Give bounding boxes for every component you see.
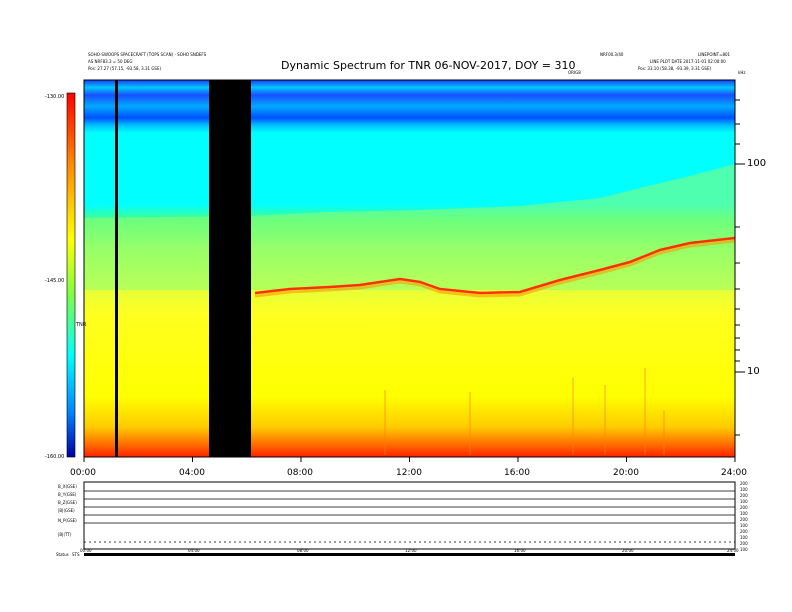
- header-right-line1: NRF00.3/40: [600, 52, 624, 57]
- header-right-line2: LINE PLOT DATE 2017-11-01 02:00:00: [650, 59, 726, 64]
- bp-label-1: B_Y(GSE): [58, 492, 77, 497]
- colorbar-tick-mid: -145.00: [45, 278, 65, 284]
- bp-rtick-9: 100: [740, 535, 748, 540]
- right-axis: [735, 99, 745, 436]
- bp-label-6: Status: [56, 552, 69, 557]
- bp-rtick-3: 100: [740, 499, 748, 504]
- bp-rtick-10: 200: [740, 541, 748, 546]
- bp-label-5: |B|(TT): [58, 532, 72, 537]
- bp-rtick-1: 100: [740, 487, 748, 492]
- x-axis-ticks: [83, 457, 736, 462]
- header-right-small: ORIG8: [568, 70, 581, 75]
- bp-rtick-0: 200: [740, 481, 748, 486]
- bp-rtick-6: 200: [740, 517, 748, 522]
- bp-xtick-0: 00:00: [80, 548, 92, 553]
- x-tick-5: 20:00: [613, 468, 639, 478]
- x-tick-0: 00:00: [70, 468, 96, 478]
- bp-xtick-1: 04:00: [188, 548, 200, 553]
- header-right-corner: LINEPOINT=801: [698, 52, 731, 57]
- bp-rtick-5: 100: [740, 511, 748, 516]
- bp-rtick-2: 200: [740, 493, 748, 498]
- header-right-line3: Pos: 33.10 (58.38, -93.39, 3.31 GSE): [638, 66, 712, 71]
- corner-unit-label: kHz: [738, 70, 746, 75]
- header-left-line3: Pos: 27.27 (57.15, -93.58, 3.31 GSE): [88, 66, 162, 71]
- plasma-line-halo: [254, 239, 736, 298]
- x-tick-2: 08:00: [287, 468, 313, 478]
- x-tick-3: 12:00: [396, 468, 422, 478]
- chart-title: Dynamic Spectrum for TNR 06-NOV-2017, DO…: [281, 59, 576, 72]
- y-tick-10: 10: [747, 366, 760, 377]
- bp-label-3: |B|(GSE): [58, 508, 75, 513]
- bp-label-2: B_Z(GSE): [58, 500, 77, 505]
- colorbar-label: TNR: [76, 322, 87, 328]
- bp-status-extra: STS: [72, 552, 80, 557]
- x-tick-6: 24:00: [721, 468, 747, 478]
- data-gap-2: [209, 80, 251, 457]
- bp-rtick-8: 200: [740, 529, 748, 534]
- streaks: [384, 368, 665, 455]
- x-tick-4: 16:00: [504, 468, 530, 478]
- colorbar-tick-top: -130.00: [45, 94, 65, 100]
- plasma-line-emission: [254, 236, 736, 295]
- header-left-line1: SOHO-SWOOPS SPACECRAFT (TOPS SCAN) - SOH…: [88, 52, 207, 57]
- data-gap-1: [115, 80, 118, 457]
- y-tick-100: 100: [747, 158, 767, 169]
- bp-xtick-5: 20:00: [622, 548, 634, 553]
- bp-xtick-4: 16:00: [514, 548, 526, 553]
- colorbar: [66, 92, 76, 458]
- bp-rtick-4: 200: [740, 505, 748, 510]
- bp-xtick-2: 08:00: [297, 548, 309, 553]
- bottom-panel-traces: [84, 490, 735, 543]
- bp-xtick-3: 12:00: [405, 548, 417, 553]
- bottom-panel-frame: [83, 481, 736, 550]
- bp-label-4: N_P(GSE): [58, 518, 77, 523]
- bp-rtick-11: 100: [740, 547, 748, 552]
- x-tick-1: 04:00: [179, 468, 205, 478]
- bp-label-0: B_X(GSE): [58, 484, 77, 489]
- header-left-line2: AS NRF83.3 = 50 DEG: [88, 59, 133, 64]
- status-bar: [84, 553, 735, 556]
- colorbar-tick-bottom: -160.00: [45, 454, 65, 460]
- bp-rtick-7: 100: [740, 523, 748, 528]
- bp-xtick-6: 24:00: [727, 548, 739, 553]
